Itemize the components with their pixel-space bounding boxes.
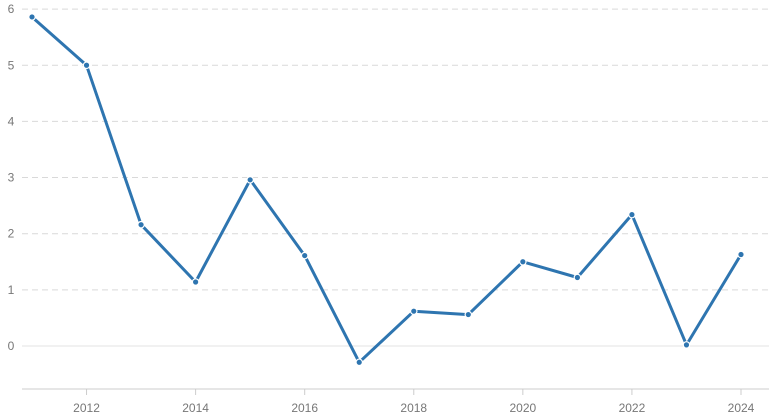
data-point (682, 341, 691, 349)
grid-lines (22, 8, 769, 390)
x-axis-ticks: 2012 2014 2016 2018 2020 2022 2024 (73, 389, 755, 415)
x-tick-label: 2024 (728, 401, 755, 415)
data-point (519, 257, 527, 266)
y-tick-label: 5 (8, 58, 15, 72)
x-tick-label: 2018 (400, 401, 427, 415)
x-tick-label: 2020 (509, 401, 536, 415)
data-point (246, 175, 254, 184)
y-tick-label: 4 (8, 114, 15, 128)
data-point (737, 250, 745, 259)
data-point (628, 210, 636, 219)
x-tick-label: 2016 (291, 401, 318, 415)
data-point (28, 13, 36, 21)
data-point (191, 278, 200, 286)
data-point (82, 61, 91, 70)
series-layer (28, 13, 745, 367)
x-tick-label: 2012 (73, 401, 100, 415)
y-tick-label: 2 (8, 227, 15, 241)
x-tick-label: 2022 (619, 401, 646, 415)
y-tick-label: 6 (8, 2, 15, 16)
data-point (464, 310, 473, 319)
data-point (137, 220, 145, 229)
y-tick-label: 0 (8, 339, 15, 353)
data-point (409, 307, 418, 315)
y-tick-label: 1 (8, 283, 15, 297)
data-point (300, 251, 309, 260)
data-point (355, 358, 364, 367)
y-tick-label: 3 (8, 171, 15, 185)
x-tick-label: 2014 (182, 401, 209, 415)
data-point (573, 273, 582, 282)
series-line (30, 15, 743, 364)
y-axis-ticks: 0 1 2 3 4 5 6 (8, 2, 15, 353)
